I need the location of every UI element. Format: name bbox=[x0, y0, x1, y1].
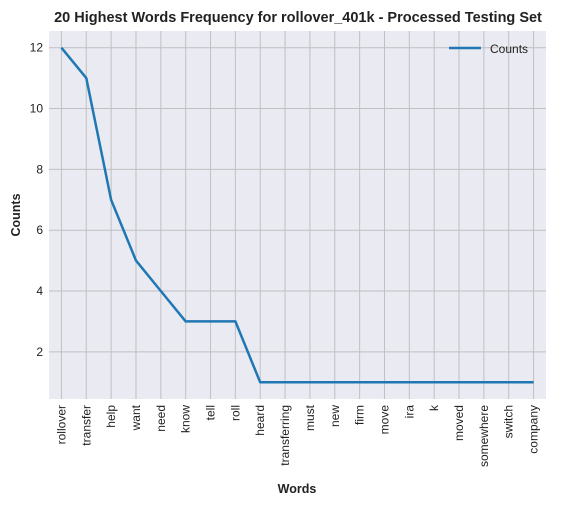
x-tick-label: tell bbox=[204, 405, 218, 420]
legend: Counts bbox=[449, 42, 528, 56]
x-tick-label: new bbox=[328, 405, 342, 427]
x-tick-label: moved bbox=[452, 405, 466, 441]
x-tick-label: know bbox=[179, 405, 193, 433]
x-tick-label: move bbox=[377, 405, 391, 435]
x-tick-label: roll bbox=[228, 405, 242, 421]
x-tick-label: transferring bbox=[278, 405, 292, 466]
chart-title: 20 Highest Words Frequency for rollover_… bbox=[54, 10, 542, 26]
x-tick-label: help bbox=[104, 405, 118, 428]
x-tick-label: want bbox=[129, 404, 143, 431]
x-tick-label: need bbox=[154, 405, 168, 432]
x-tick-label: heard bbox=[253, 405, 267, 436]
series-line-counts bbox=[60, 46, 534, 384]
y-tick-label: 4 bbox=[36, 284, 43, 298]
y-tick-label: 6 bbox=[36, 223, 43, 237]
x-tick-labels: rollover transfer help want need know tell roll… bbox=[54, 404, 540, 467]
y-tick-label: 12 bbox=[30, 41, 44, 55]
x-tick-label: must bbox=[303, 404, 317, 431]
x-tick-label: switch bbox=[502, 405, 516, 438]
y-tick-label: 2 bbox=[36, 345, 43, 359]
y-axis-label: Counts bbox=[9, 193, 23, 236]
x-tick-label: somewhere bbox=[477, 405, 491, 467]
grid-lines bbox=[49, 31, 546, 399]
y-tick-labels: 2 4 6 8 10 12 bbox=[30, 41, 44, 359]
x-axis-label: Words bbox=[278, 482, 317, 496]
x-tick-label: firm bbox=[353, 405, 367, 425]
y-tick-label: 10 bbox=[30, 102, 44, 116]
x-tick-label: k bbox=[427, 404, 441, 411]
series-layer bbox=[60, 46, 534, 384]
x-tick-label: ira bbox=[402, 405, 416, 419]
legend-label: Counts bbox=[490, 42, 528, 56]
x-tick-label: company bbox=[527, 405, 541, 454]
plot-area bbox=[49, 31, 546, 399]
y-tick-label: 8 bbox=[36, 162, 43, 176]
x-tick-label: rollover bbox=[54, 405, 68, 444]
x-tick-label: transfer bbox=[79, 405, 93, 446]
